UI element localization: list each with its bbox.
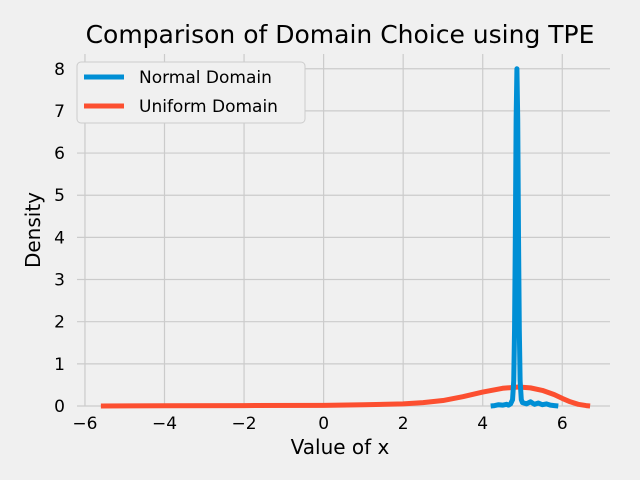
y-tick-label: 4: [54, 228, 65, 248]
y-tick-label: 2: [54, 313, 65, 333]
x-tick-label: 2: [398, 414, 409, 434]
y-tick-label: 3: [54, 271, 65, 291]
series-line-uniform-domain: [100, 384, 591, 409]
y-tick-label: 1: [54, 355, 65, 375]
x-axis-label: Value of x: [291, 435, 390, 459]
x-tick-label: −2: [232, 414, 257, 434]
x-tick-label: −4: [152, 414, 177, 434]
legend-label: Normal Domain: [139, 68, 272, 88]
chart-title: Comparison of Domain Choice using TPE: [86, 20, 595, 49]
series-line-normal-domain: [490, 66, 559, 409]
x-tick-label: −6: [72, 414, 97, 434]
x-tick-label: 0: [318, 414, 329, 434]
legend-box: [76, 61, 306, 124]
y-axis-label: Density: [21, 192, 45, 268]
x-tick-label: 6: [557, 414, 568, 434]
y-tick-label: 7: [54, 102, 65, 122]
y-tick-label: 6: [54, 144, 65, 164]
x-tick-label: 4: [477, 414, 488, 434]
y-tick-label: 0: [54, 397, 65, 417]
legend-label: Uniform Domain: [139, 97, 278, 117]
y-tick-label: 8: [54, 60, 65, 80]
y-tick-label: 5: [54, 186, 65, 206]
